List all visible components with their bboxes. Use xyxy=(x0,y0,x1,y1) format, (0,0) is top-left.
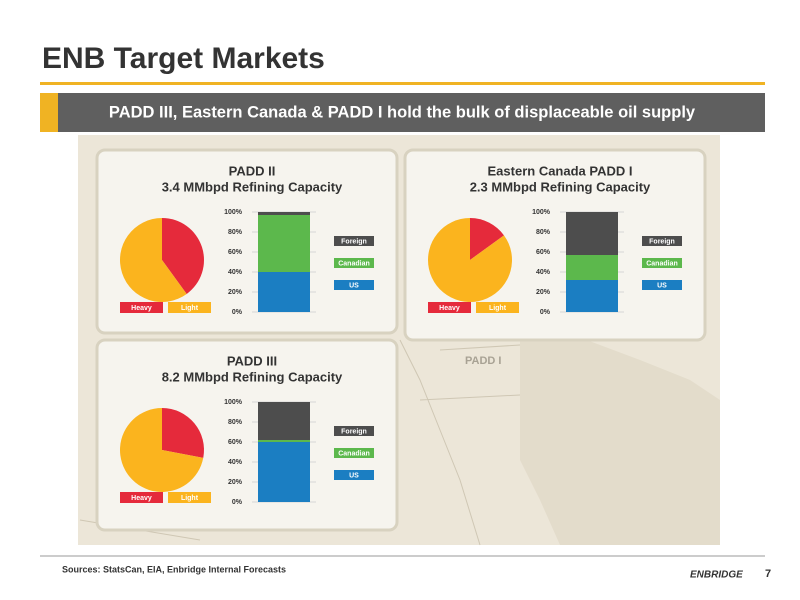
y-tick-label: 60% xyxy=(228,249,243,256)
banner xyxy=(40,93,765,132)
bar-segment xyxy=(258,215,310,272)
panel-subtitle: 3.4 MMbpd Refining Capacity xyxy=(162,179,343,194)
bar-segment xyxy=(258,402,310,440)
slide-title: ENB Target Markets xyxy=(42,42,325,75)
legend-label: Light xyxy=(489,305,507,312)
legend-swatch xyxy=(168,302,211,313)
logo: ENBRIDGE xyxy=(690,570,743,581)
legend-label: Heavy xyxy=(131,495,152,502)
legend-label: Light xyxy=(181,495,199,502)
legend-label: Heavy xyxy=(439,305,460,312)
pie-slice xyxy=(162,408,204,458)
legend-swatch xyxy=(334,258,374,268)
legend-swatch xyxy=(476,302,519,313)
bar-segment xyxy=(566,280,618,312)
y-tick-label: 80% xyxy=(536,229,551,236)
y-tick-label: 20% xyxy=(228,289,243,296)
charts: PADD II3.4 MMbpd Refining Capacity Heavy L… xyxy=(119,163,682,506)
bar-segment xyxy=(258,272,310,312)
pie-slice xyxy=(162,218,204,294)
legend-label: US xyxy=(349,472,359,479)
legend-swatch xyxy=(642,236,682,246)
legend-label: Canadian xyxy=(338,450,370,457)
y-tick-label: 100% xyxy=(224,399,243,406)
map-borders xyxy=(79,339,521,546)
legend-swatch xyxy=(334,236,374,246)
y-tick-label: 0% xyxy=(232,499,243,506)
legend-swatch xyxy=(334,280,374,290)
y-tick-label: 0% xyxy=(540,309,551,316)
legend-label: Foreign xyxy=(341,428,367,435)
banner-accent xyxy=(40,93,58,132)
pie-slice xyxy=(470,218,504,260)
panel-title: PADD III xyxy=(227,353,277,368)
y-tick-label: 100% xyxy=(224,209,243,216)
legend-label: Light xyxy=(181,305,199,312)
map-label: PADD I xyxy=(465,355,501,367)
legend-swatch xyxy=(642,280,682,290)
legend-label: Heavy xyxy=(131,305,152,312)
legend-label: Canadian xyxy=(338,260,370,267)
legend-swatch xyxy=(642,258,682,268)
y-tick-label: 60% xyxy=(536,249,551,256)
legend-label: Foreign xyxy=(341,238,367,245)
y-tick-label: 0% xyxy=(232,309,243,316)
map-region xyxy=(520,330,720,545)
legend-label: Canadian xyxy=(646,260,678,267)
y-tick-label: 100% xyxy=(532,209,551,216)
bar-segment xyxy=(258,212,310,215)
legend-swatch xyxy=(120,492,163,503)
bar-segment xyxy=(258,440,310,442)
legend-swatch xyxy=(334,448,374,458)
legend-swatch xyxy=(168,492,211,503)
title-rule xyxy=(40,82,765,85)
y-tick-label: 40% xyxy=(228,459,243,466)
pie-slice xyxy=(119,408,204,492)
legend-label: Foreign xyxy=(649,238,675,245)
legend-swatch xyxy=(120,302,163,313)
y-tick-label: 80% xyxy=(228,419,243,426)
panel-title: Eastern Canada PADD I xyxy=(488,163,633,178)
sources: Sources: StatsCan, EIA, Enbridge Interna… xyxy=(62,564,286,574)
pie-slice xyxy=(427,218,512,302)
legend-label: US xyxy=(349,282,359,289)
legend-label: US xyxy=(657,282,667,289)
banner-text: PADD III, Eastern Canada & PADD I hold t… xyxy=(109,103,696,121)
y-tick-label: 80% xyxy=(228,229,243,236)
panel-subtitle: 8.2 MMbpd Refining Capacity xyxy=(162,369,343,384)
bar-segment xyxy=(258,442,310,502)
panel-title: PADD II xyxy=(229,163,276,178)
y-tick-label: 40% xyxy=(228,269,243,276)
y-tick-label: 20% xyxy=(228,479,243,486)
legend-swatch xyxy=(428,302,471,313)
pie-slice xyxy=(119,218,187,303)
page-number: 7 xyxy=(765,568,771,580)
y-tick-label: 20% xyxy=(536,289,551,296)
bar-segment xyxy=(566,255,618,280)
y-tick-label: 60% xyxy=(228,439,243,446)
bar-segment xyxy=(566,212,618,255)
legend-swatch xyxy=(334,426,374,436)
y-tick-label: 40% xyxy=(536,269,551,276)
legend-swatch xyxy=(334,470,374,480)
panel-subtitle: 2.3 MMbpd Refining Capacity xyxy=(470,179,651,194)
